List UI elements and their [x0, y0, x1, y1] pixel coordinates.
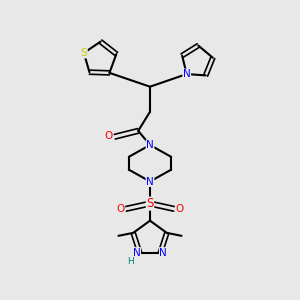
Text: N: N — [160, 248, 167, 258]
Text: N: N — [146, 176, 154, 187]
Text: S: S — [146, 197, 154, 210]
Text: O: O — [175, 204, 184, 214]
Text: S: S — [81, 48, 87, 58]
Text: N: N — [146, 140, 154, 150]
Text: N: N — [133, 248, 140, 258]
Text: N: N — [183, 69, 190, 79]
Text: H: H — [128, 257, 134, 266]
Text: O: O — [105, 131, 113, 141]
Text: O: O — [116, 204, 125, 214]
